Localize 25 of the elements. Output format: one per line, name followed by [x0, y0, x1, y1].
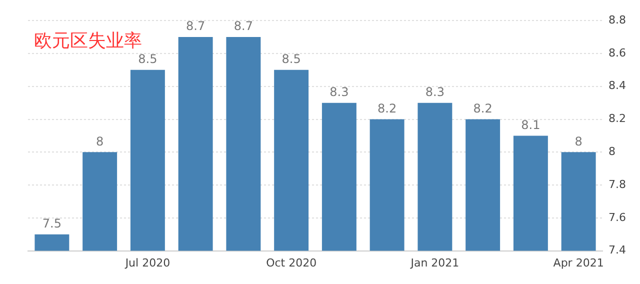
data-label: 8.7 [234, 19, 253, 34]
x-tick-label: Apr 2021 [553, 256, 604, 270]
y-tick-label: 7.4 [608, 244, 626, 257]
y-tick-label: 8.2 [608, 112, 626, 126]
data-label: 8.1 [521, 118, 540, 132]
x-tick-label: Jan 2021 [410, 256, 460, 270]
text: 欧元区失业率 [34, 30, 142, 52]
data-label: 8.3 [330, 84, 349, 99]
y-tick-label: 8.4 [608, 79, 626, 92]
data-label: 8.5 [138, 52, 158, 66]
x-tick-label: Jul 2020 [124, 256, 170, 270]
data-label: 8 [574, 134, 582, 148]
y-tick-label: 7.8 [608, 178, 626, 191]
data-label: 8.3 [425, 84, 444, 99]
data-label: 8.2 [473, 101, 492, 116]
data-label: 8.2 [378, 101, 397, 116]
x-tick-label: Oct 2020 [266, 256, 317, 270]
y-tick-label: 8.6 [608, 46, 626, 60]
data-label: 8.5 [282, 52, 301, 66]
data-label: 7.5 [42, 216, 62, 230]
y-tick-label: 8.8 [608, 13, 626, 26]
y-tick-label: 8 [608, 145, 616, 158]
y-tick-label: 7.6 [608, 210, 626, 224]
data-label: 8.7 [186, 19, 206, 34]
data-label: 8 [96, 134, 104, 148]
